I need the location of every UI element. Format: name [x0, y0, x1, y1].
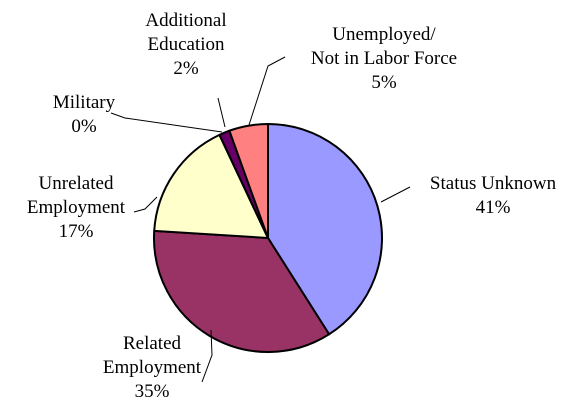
slice-name-line-unemployed-not-in-labor-force: Unemployed/ [332, 24, 436, 45]
slice-label-additional-education: Additional Education 2% [145, 10, 226, 79]
slice-name-line-military: Military [53, 92, 116, 113]
pie-slice-related-employment [153, 229, 331, 353]
slice-name-line-unemployed-not-in-labor-force: Not in Labor Force [311, 48, 457, 69]
slice-name-line-additional-education: Additional [145, 10, 226, 31]
slice-name-line-unrelated-employment: Unrelated [39, 173, 114, 194]
slice-name-line-additional-education: Education [147, 34, 225, 55]
leader-lines [110, 56, 411, 383]
slice-percent-related-employment: 35% [135, 381, 170, 402]
slice-name-line-unrelated-employment: Employment [27, 197, 126, 218]
slice-percent-military: 0% [71, 116, 97, 137]
leader-line-unrelated-employment [133, 196, 158, 213]
slice-percent-status-unknown: 41% [476, 197, 511, 218]
slice-name-line-status-unknown: Status Unknown [430, 173, 557, 194]
slice-name-line-related-employment: Employment [103, 357, 202, 378]
leader-line-status-unknown [380, 186, 411, 203]
slice-percent-unrelated-employment: 17% [59, 221, 94, 242]
pie-slice-unemployed-not-in-labor-force [228, 123, 269, 239]
slice-percent-unemployed-not-in-labor-force: 5% [371, 72, 397, 93]
slice-labels: Status Unknown 41% Related Employment 35% Unr… [27, 10, 557, 402]
slice-label-military: Military 0% [53, 92, 116, 137]
slice-name-line-related-employment: Related [123, 333, 182, 354]
slice-label-unrelated-employment: Unrelated Employment 17% [27, 173, 126, 242]
slice-label-unemployed-not-in-labor-force: Unemployed/Not in Labor Force 5% [311, 24, 457, 93]
leader-line-additional-education [217, 97, 226, 128]
slice-label-related-employment: Related Employment 35% [103, 333, 202, 402]
pie-slices [153, 123, 383, 353]
slice-percent-additional-education: 2% [173, 58, 199, 79]
slice-label-status-unknown: Status Unknown 41% [430, 173, 557, 218]
leader-line-military [110, 112, 223, 133]
leader-line-related-employment [201, 329, 213, 383]
leader-line-unemployed-not-in-labor-force [248, 56, 286, 126]
pie-slice-unrelated-employment [153, 133, 269, 239]
